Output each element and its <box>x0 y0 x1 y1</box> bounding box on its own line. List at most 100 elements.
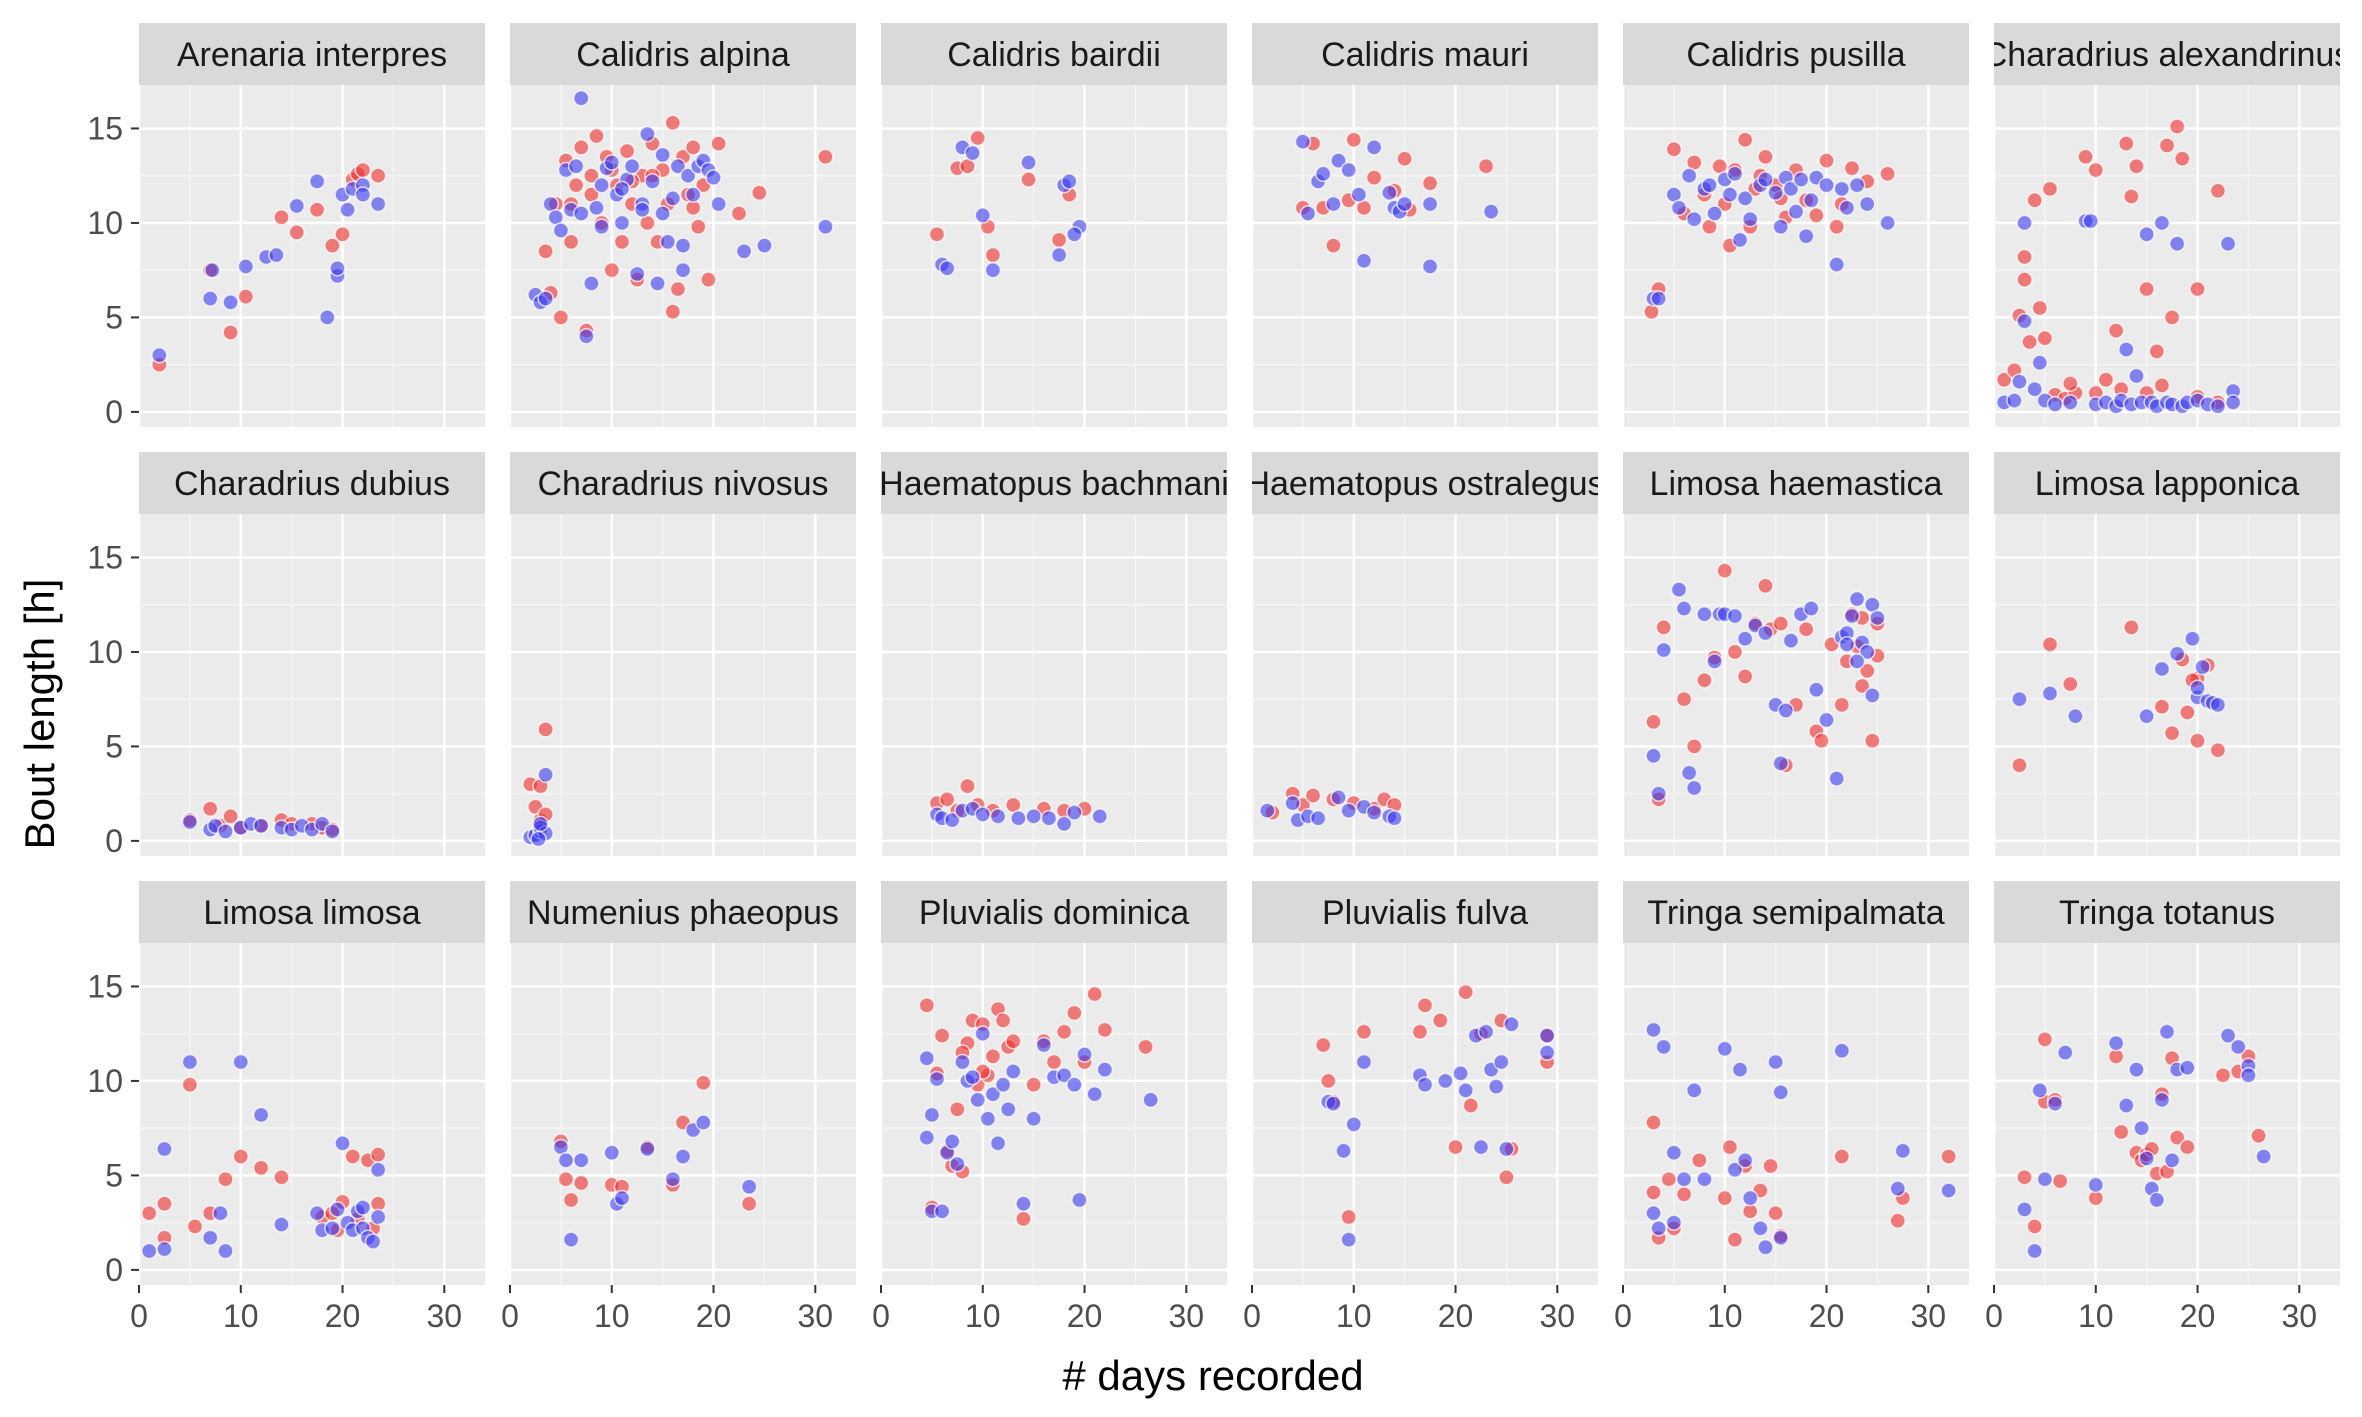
data-point-red <box>1355 1023 1373 1041</box>
data-point-blue <box>1802 191 1820 209</box>
data-point-blue <box>1716 1040 1734 1058</box>
data-point-red <box>237 288 255 305</box>
data-point-red <box>2077 148 2094 166</box>
data-point-red <box>1797 620 1815 638</box>
data-point-red <box>918 997 936 1014</box>
data-point-blue <box>2219 235 2237 253</box>
data-point-blue <box>2128 1061 2145 1078</box>
data-point-blue <box>1736 1151 1754 1169</box>
data-point-red <box>2062 375 2079 392</box>
data-point-blue <box>532 815 549 833</box>
y-tick-label: 10 <box>87 634 123 670</box>
data-point-blue <box>644 173 661 190</box>
data-point-blue <box>1675 1170 1693 1188</box>
data-point-blue <box>156 1240 173 1258</box>
data-point-red <box>1833 1148 1851 1165</box>
data-point-blue <box>1025 808 1042 825</box>
data-point-blue <box>928 1070 946 1088</box>
data-point-red <box>181 1076 199 1094</box>
facet-panel: Limosa limosa 0 5 10 15 0 10 20 30 <box>87 881 485 1334</box>
data-point-blue <box>984 1085 1002 1103</box>
data-point-red <box>552 309 570 326</box>
data-point-red <box>1137 1038 1154 1056</box>
panel-background <box>510 85 856 427</box>
data-point-red <box>2189 732 2206 750</box>
facet-panel: Calidris alpina <box>508 23 856 427</box>
data-point-red <box>2123 188 2140 205</box>
data-point-red <box>2021 333 2038 351</box>
data-point-red <box>2189 280 2206 298</box>
x-tick-label: 0 <box>130 1298 148 1334</box>
panel-background <box>139 514 485 856</box>
data-point-blue <box>1503 1015 1520 1033</box>
data-point-blue <box>1828 770 1846 787</box>
data-point-red <box>273 208 290 226</box>
data-point-red <box>2011 757 2028 774</box>
data-point-blue <box>1818 711 1835 729</box>
data-point-blue <box>562 1231 580 1248</box>
panel-background <box>1623 85 1969 427</box>
data-point-blue <box>201 290 219 307</box>
data-point-red <box>2179 1138 2196 1156</box>
data-point-red <box>664 303 682 321</box>
data-point-red <box>156 1195 173 1213</box>
data-point-blue <box>1330 789 1347 806</box>
panel-background <box>1623 514 1969 856</box>
data-point-blue <box>1650 785 1667 802</box>
x-tick-label: 10 <box>1336 1298 1372 1334</box>
data-point-red <box>603 261 621 279</box>
data-point-blue <box>1482 203 1500 220</box>
data-point-blue <box>705 169 722 186</box>
data-point-blue <box>1731 1061 1749 1078</box>
data-point-blue <box>1650 1220 1667 1237</box>
data-point-blue <box>537 766 554 784</box>
data-point-blue <box>1055 815 1073 833</box>
data-point-red <box>700 271 717 288</box>
data-point-blue <box>1721 186 1739 203</box>
data-point-blue <box>2163 1151 2181 1169</box>
data-point-blue <box>1325 1095 1342 1112</box>
data-point-red <box>1050 231 1068 249</box>
data-point-blue <box>633 201 651 219</box>
data-point-blue <box>2229 1038 2247 1056</box>
data-point-blue <box>572 1151 590 1169</box>
data-point-red <box>1396 150 1413 167</box>
data-point-blue <box>181 813 199 831</box>
data-point-blue <box>1010 809 1027 827</box>
data-point-blue <box>369 1208 387 1226</box>
data-point-blue <box>1848 653 1866 670</box>
x-tick-label: 10 <box>2078 1298 2114 1334</box>
data-point-blue <box>578 328 595 345</box>
data-point-blue <box>1066 225 1083 243</box>
data-point-blue <box>1345 1116 1363 1133</box>
data-point-blue <box>984 261 1002 279</box>
facet-panel: Limosa lapponica <box>1992 452 2340 856</box>
data-point-red <box>1858 662 1876 680</box>
data-point-blue <box>2153 1091 2171 1109</box>
data-point-blue <box>2026 380 2044 398</box>
data-point-red <box>2097 371 2115 389</box>
data-point-blue <box>364 1233 382 1250</box>
data-point-blue <box>2117 341 2135 358</box>
data-point-red <box>324 237 341 254</box>
facet-panel: Arenaria interpres 0 5 10 15 <box>87 23 485 430</box>
data-point-red <box>2016 271 2033 288</box>
data-point-blue <box>1452 1065 1469 1082</box>
panel-background <box>139 85 485 427</box>
y-tick-label: 5 <box>105 299 123 335</box>
data-point-red <box>2214 1066 2232 1084</box>
data-point-red <box>2036 329 2054 347</box>
data-point-blue <box>2056 1044 2074 1061</box>
data-point-blue <box>369 195 387 213</box>
data-point-blue <box>2026 1242 2044 1260</box>
data-point-blue <box>974 806 992 823</box>
data-point-red <box>689 218 707 236</box>
data-point-blue <box>1736 190 1754 207</box>
data-point-blue <box>949 1155 966 1173</box>
data-point-blue <box>1066 804 1083 821</box>
data-point-blue <box>530 830 547 848</box>
facet-strip <box>1252 23 1598 85</box>
facet-strip <box>139 23 485 85</box>
facet-panel: Charadrius dubius 0 5 10 15 <box>87 452 485 859</box>
data-point-blue <box>567 157 585 175</box>
